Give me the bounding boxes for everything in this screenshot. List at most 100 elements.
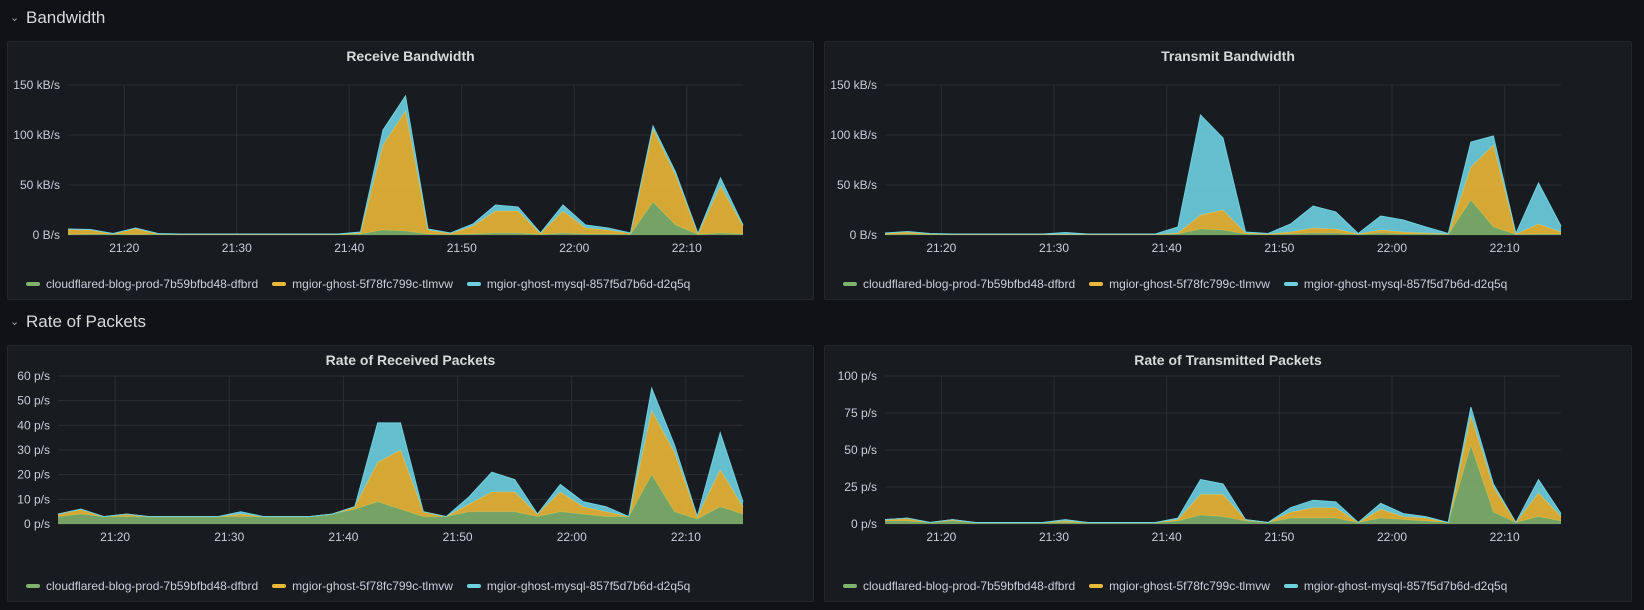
y-tick-label: 0 B/s [850,228,877,242]
legend-label: mgior-ghost-mysql-857f5d7b6d-d2q5q [486,277,691,291]
series-line [67,94,744,235]
y-tick-label: 10 p/s [17,492,50,506]
x-tick-label: 21:40 [1152,530,1182,544]
series-area [885,416,1561,523]
panel-title[interactable]: Transmit Bandwidth [1161,48,1295,64]
x-tick-label: 21:50 [1264,530,1294,544]
x-tick-label: 21:30 [222,241,252,255]
legend-item-mysql[interactable]: mgior-ghost-mysql-857f5d7b6d-d2q5q [466,277,691,291]
series-line [884,406,1562,524]
x-tick-label: 22:10 [1490,241,1520,255]
panel-transmit-bandwidth: Transmit Bandwidth 0 B/s 50 kB/s 100 kB/s 1… [824,41,1632,300]
legend-label: cloudflared-blog-prod-7b59bfbd48-dfbrd [46,277,259,291]
x-tick-label: 21:40 [328,530,358,544]
legend: cloudflared-blog-prod-7b59bfbd48-dfbrd m… [26,277,690,291]
panel-receive-bandwidth: Receive Bandwidth 0 B/s 50 kB/s 100 kB/s 15… [7,41,814,300]
transmitted-packets-chart: 0 p/s 25 p/s 50 p/s 75 p/s 100 p/s 21:20 21:30… [838,369,1562,544]
legend-label: cloudflared-blog-prod-7b59bfbd48-dfbrd [46,579,259,593]
row-title-rate-of-packets[interactable]: ⌄ Rate of Packets [10,310,146,334]
x-tick-label: 21:20 [100,530,130,544]
legend-swatch [1283,584,1298,588]
receive-bandwidth-chart: 0 B/s 50 kB/s 100 kB/s 150 kB/s 21:20 21:30 21… [13,78,744,255]
legend-item-ghost[interactable]: mgior-ghost-5f78fc799c-tlmvw [1089,277,1270,291]
x-tick-label: 22:00 [557,530,587,544]
y-tick-label: 0 p/s [24,517,50,531]
y-tick-label: 50 kB/s [837,178,877,192]
legend-item-cloudflared[interactable]: cloudflared-blog-prod-7b59bfbd48-dfbrd [843,277,1075,291]
legend-label: cloudflared-blog-prod-7b59bfbd48-dfbrd [863,277,1076,291]
legend: cloudflared-blog-prod-7b59bfbd48-dfbrd m… [843,277,1507,291]
legend-item-ghost[interactable]: mgior-ghost-5f78fc799c-tlmvw [1089,579,1270,593]
y-tick-label: 50 p/s [844,443,877,457]
legend-item-ghost[interactable]: mgior-ghost-5f78fc799c-tlmvw [272,579,453,593]
legend-swatch [843,584,857,588]
legend-swatch [466,584,481,588]
panel-title[interactable]: Rate of Received Packets [325,352,496,368]
y-tick-label: 0 p/s [851,517,877,531]
x-tick-label: 21:20 [926,530,956,544]
series-area [68,111,743,235]
y-tick-label: 100 kB/s [13,128,60,142]
y-tick-label: 150 kB/s [13,78,60,92]
legend-item-mysql[interactable]: mgior-ghost-mysql-857f5d7b6d-d2q5q [466,579,691,593]
transmit-bandwidth-chart: 0 B/s 50 kB/s 100 kB/s 150 kB/s 21:20 21:30 21… [830,78,1562,255]
x-tick-label: 21:50 [443,530,473,544]
series-area [58,474,743,524]
y-tick-label: 30 p/s [17,443,50,457]
x-tick-label: 21:40 [334,241,364,255]
legend-item-cloudflared[interactable]: cloudflared-blog-prod-7b59bfbd48-dfbrd [843,579,1075,593]
x-tick-label: 21:30 [214,530,244,544]
legend-label: cloudflared-blog-prod-7b59bfbd48-dfbrd [863,579,1076,593]
legend-item-mysql[interactable]: mgior-ghost-mysql-857f5d7b6d-d2q5q [1283,277,1508,291]
legend-swatch [466,282,481,286]
series-area [58,410,743,520]
y-tick-label: 60 p/s [17,369,50,383]
legend-label: mgior-ghost-mysql-857f5d7b6d-d2q5q [1303,277,1508,291]
legend-swatch [1089,282,1104,286]
legend-label: mgior-ghost-5f78fc799c-tlmvw [292,579,453,593]
y-tick-label: 50 kB/s [20,178,60,192]
y-tick-label: 150 kB/s [830,78,877,92]
legend-item-cloudflared[interactable]: cloudflared-blog-prod-7b59bfbd48-dfbrd [26,579,258,593]
y-tick-label: 50 p/s [17,394,50,408]
legend: cloudflared-blog-prod-7b59bfbd48-dfbrd m… [843,579,1507,593]
series-line [884,113,1562,236]
y-tick-label: 40 p/s [17,418,50,432]
x-tick-label: 21:30 [1039,530,1069,544]
panel-title[interactable]: Rate of Transmitted Packets [1134,352,1322,368]
legend-label: mgior-ghost-mysql-857f5d7b6d-d2q5q [486,579,691,593]
chevron-down-icon: ⌄ [10,315,20,328]
legend-label: mgior-ghost-5f78fc799c-tlmvw [292,277,453,291]
legend: cloudflared-blog-prod-7b59bfbd48-dfbrd m… [26,579,690,593]
legend-item-mysql[interactable]: mgior-ghost-mysql-857f5d7b6d-d2q5q [1283,579,1508,593]
y-tick-label: 20 p/s [17,468,50,482]
series-area [885,200,1561,235]
panel-rate-of-received-packets: Rate of Received Packets 0 p/s 10 p/s 20 p… [7,345,814,602]
series-area [885,115,1561,235]
y-tick-label: 25 p/s [844,480,877,494]
legend-swatch [1089,584,1104,588]
y-tick-label: 100 p/s [838,369,877,383]
row-title-label: Rate of Packets [26,312,147,331]
series-line [57,386,744,519]
x-tick-label: 22:00 [1377,530,1407,544]
y-tick-label: 100 kB/s [830,128,877,142]
legend-swatch [272,282,287,286]
received-packets-chart: 0 p/s 10 p/s 20 p/s 30 p/s 40 p/s 50 p/s 60 p/… [17,369,744,544]
panel-title[interactable]: Receive Bandwidth [346,48,475,64]
y-tick-label: 0 B/s [33,228,60,242]
legend-item-cloudflared[interactable]: cloudflared-blog-prod-7b59bfbd48-dfbrd [26,277,258,291]
y-tick-label: 75 p/s [844,406,877,420]
x-tick-label: 22:10 [672,241,702,255]
legend-label: mgior-ghost-5f78fc799c-tlmvw [1109,579,1270,593]
x-tick-label: 22:00 [559,241,589,255]
legend-item-ghost[interactable]: mgior-ghost-5f78fc799c-tlmvw [272,277,453,291]
legend-label: mgior-ghost-mysql-857f5d7b6d-d2q5q [1303,579,1508,593]
x-tick-label: 21:20 [109,241,139,255]
legend-label: mgior-ghost-5f78fc799c-tlmvw [1109,277,1270,291]
legend-swatch [26,282,40,286]
x-tick-label: 22:10 [1490,530,1520,544]
legend-swatch [26,584,40,588]
x-tick-label: 22:10 [671,530,701,544]
row-title-bandwidth[interactable]: ⌄ Bandwidth [10,6,105,30]
